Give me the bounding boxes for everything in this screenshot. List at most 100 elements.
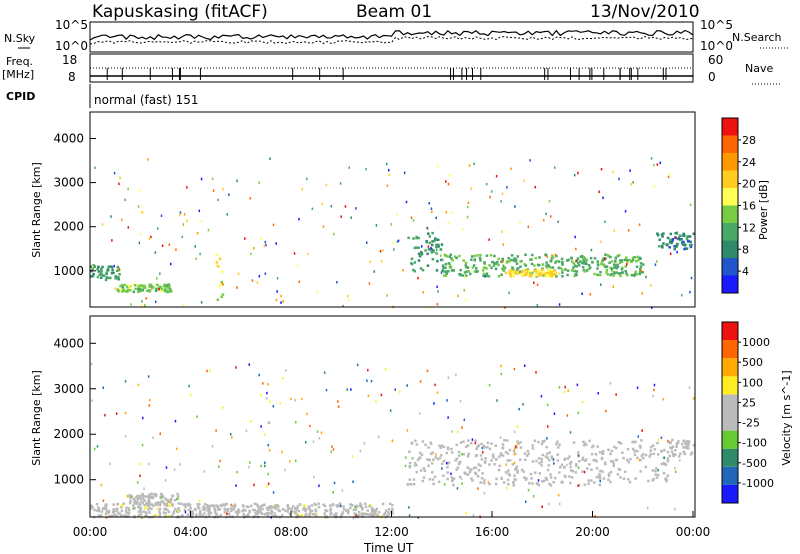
data-cell [357,513,360,517]
data-cell [410,257,414,261]
data-cell [276,276,279,280]
data-cell [609,273,612,277]
data-cell [370,509,374,513]
data-cell [530,477,533,480]
data-cell [116,269,119,273]
data-cell [655,476,659,479]
data-cell [507,472,510,475]
data-cell [623,470,627,474]
data-cell [626,447,630,451]
data-cell [593,272,596,276]
data-cell [256,281,259,284]
data-cell [612,285,615,289]
data-cell [660,233,664,236]
data-cell [503,439,506,442]
data-cell [265,243,267,247]
data-cell [627,460,630,464]
data-cell [430,246,432,250]
data-cell [529,472,533,476]
data-cell [601,450,605,453]
data-cell [515,467,518,470]
data-cell [278,509,282,513]
data-cell [534,256,538,260]
data-cell [500,260,503,264]
data-cell [174,507,177,511]
data-cell [108,514,111,518]
data-cell [127,506,130,510]
data-cell [370,379,373,383]
data-cell [263,244,266,248]
data-cell [516,469,519,473]
data-cell [136,505,140,509]
data-cell [573,274,577,278]
freq-unit-label: [MHz] [2,68,34,81]
data-cell [486,274,489,278]
data-cell [516,440,519,443]
data-cell [489,195,491,199]
data-cell [512,259,516,262]
data-cell [690,451,694,454]
data-cell [598,476,602,480]
data-cell [104,278,108,282]
data-cell [647,479,650,483]
data-cell [454,459,457,462]
data-cell [334,512,338,515]
data-cell [116,265,120,269]
data-cell [513,257,516,260]
data-cell [593,257,597,260]
data-cell [533,281,535,284]
data-cell [582,262,586,265]
data-cell [545,261,548,264]
data-cell [112,508,115,511]
data-cell [159,432,161,435]
data-cell [97,270,101,273]
data-cell [437,238,440,242]
data-cell [340,513,344,516]
data-cell [687,240,690,243]
data-cell [479,481,483,484]
data-cell [164,479,167,482]
data-cell [575,270,579,273]
data-cell [609,255,612,259]
data-cell [626,259,629,262]
data-cell [472,466,476,470]
data-cell [685,445,689,448]
data-cell [199,252,201,256]
data-cell [494,267,498,271]
data-cell [563,466,566,469]
data-cell [410,441,413,445]
data-cell [253,483,255,487]
data-cell [568,481,572,485]
cpid-text: normal (fast) 151 [94,93,198,107]
data-cell [141,288,145,292]
data-cell [113,171,116,175]
data-cell [147,497,151,501]
data-cell [152,504,155,507]
data-cell [147,462,150,466]
data-cell [459,399,462,403]
data-cell [590,479,593,482]
data-cell [657,473,660,477]
data-cell [477,463,480,466]
data-cell [272,405,275,408]
data-cell [264,272,267,275]
data-cell [375,400,377,403]
data-cell [298,217,300,221]
data-cell [615,393,617,396]
data-cell [600,457,604,461]
data-cell [457,430,459,434]
data-cell [472,264,476,267]
data-cell [625,256,628,259]
data-cell [687,440,691,443]
data-cell [531,482,534,485]
data-cell [479,454,483,457]
data-cell [336,505,339,508]
data-cell [144,303,146,307]
data-cell [631,440,634,444]
data-cell [638,223,641,226]
x-tick-label: 00:00 [73,525,108,539]
data-cell [238,510,241,513]
data-cell [372,514,376,518]
data-cell [91,399,93,403]
